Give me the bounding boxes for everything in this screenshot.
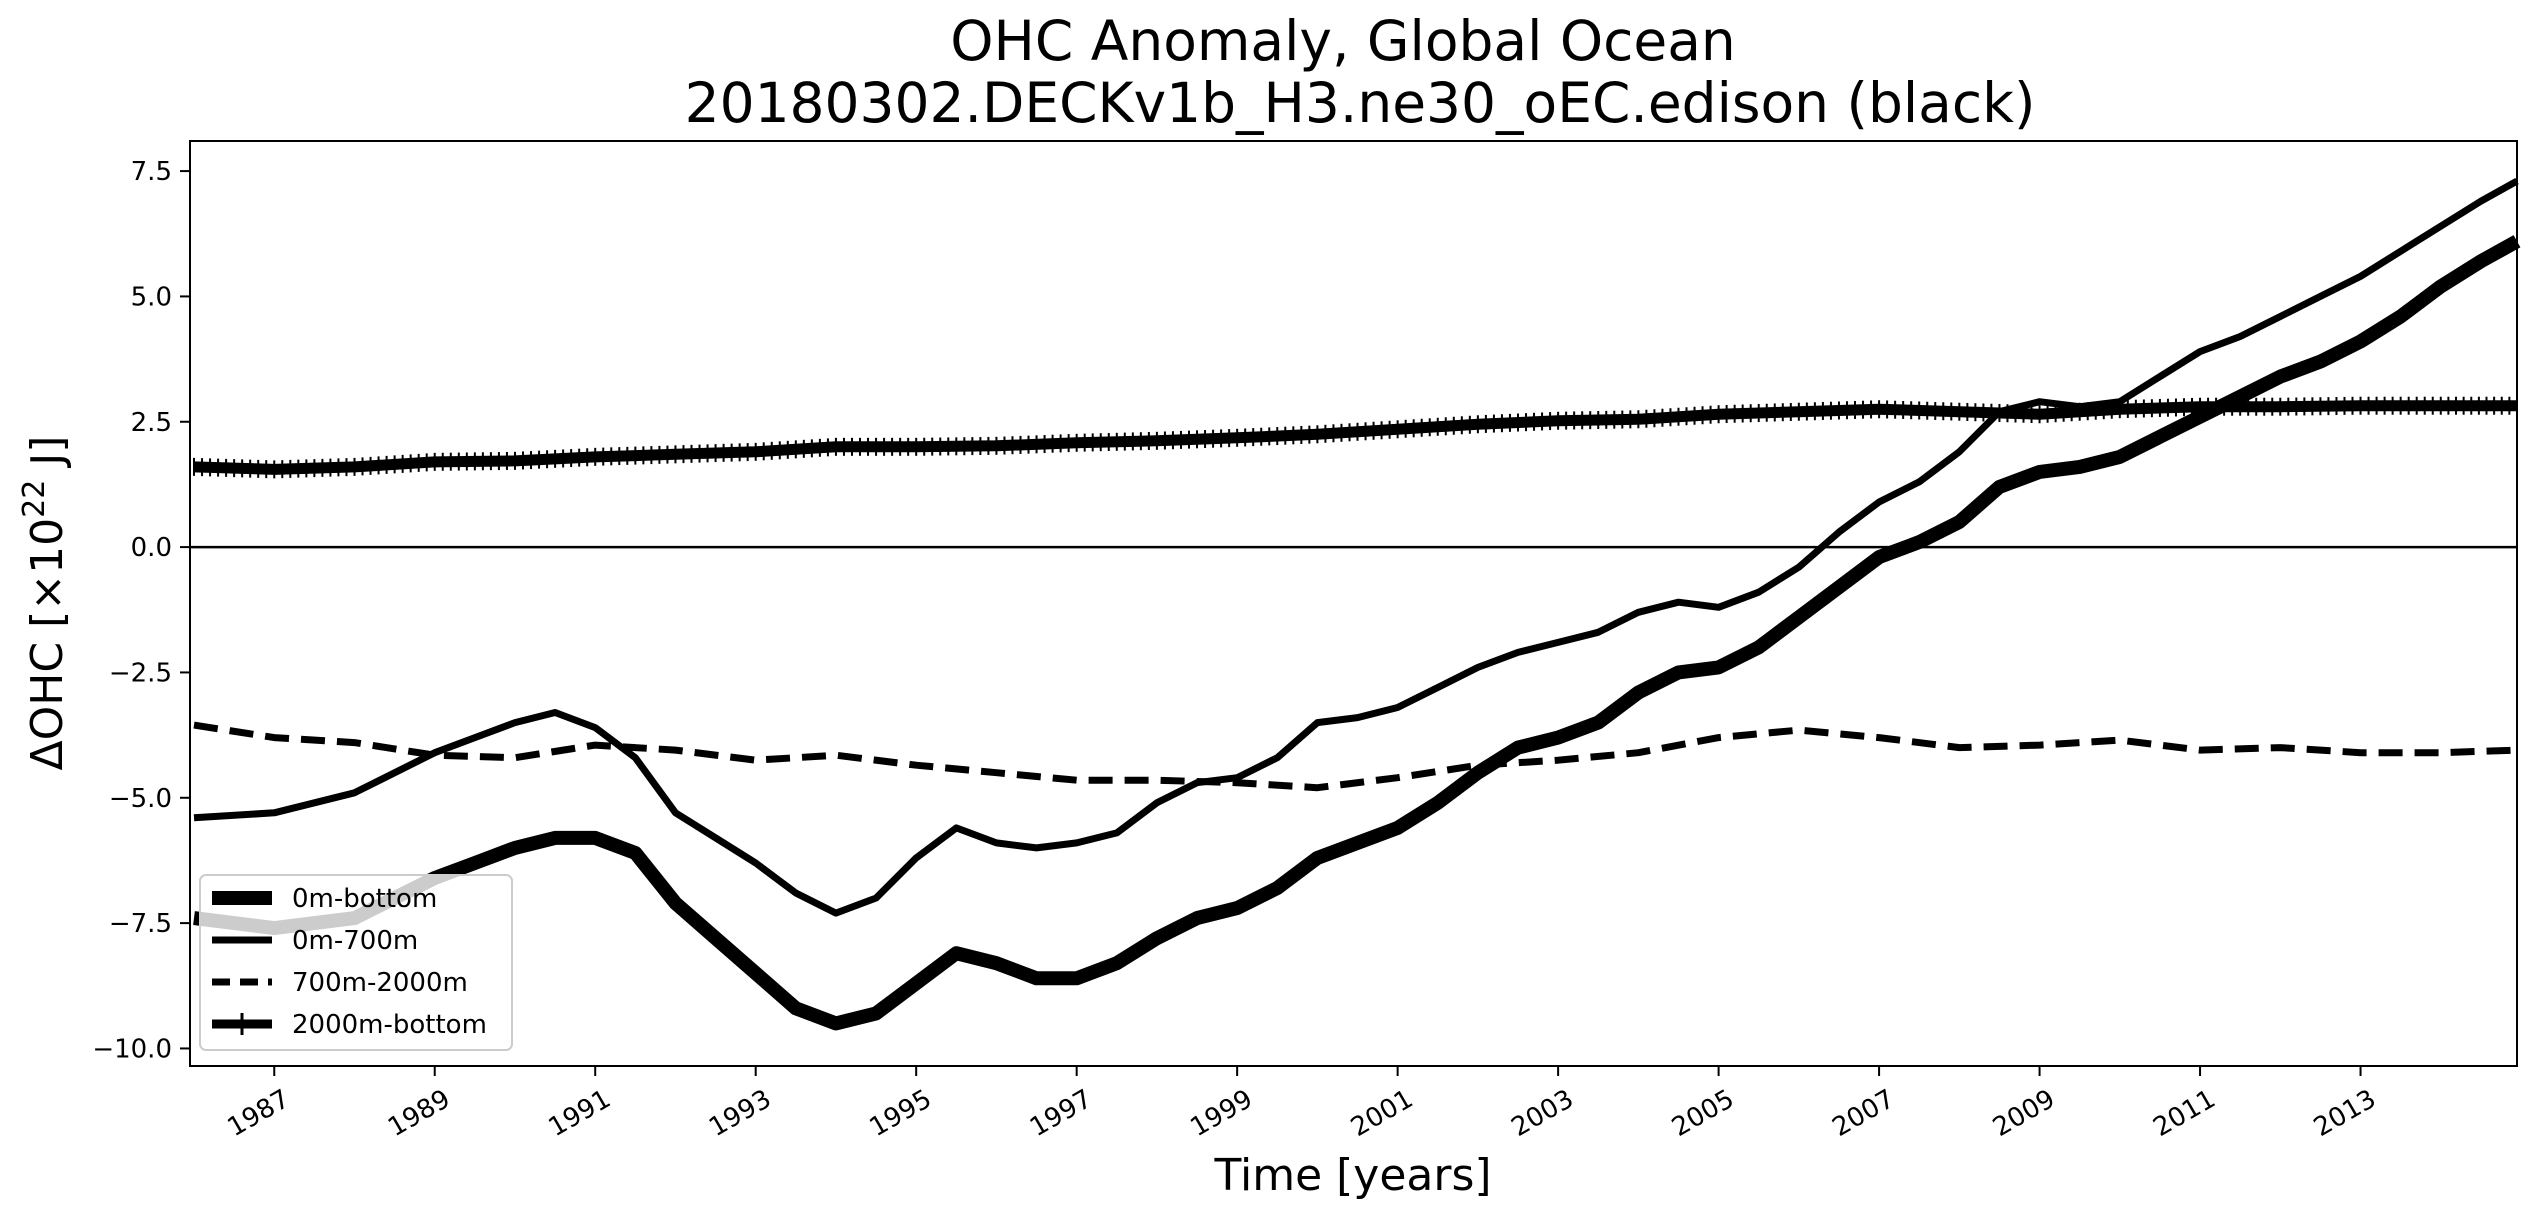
series-line-0m-bottom	[193, 235, 2521, 1031]
x-tick-label: 2009	[1988, 1084, 2060, 1143]
series-line-700m-2000m	[193, 721, 2518, 792]
x-tick-label: 2011	[2148, 1084, 2220, 1143]
plot-area	[190, 141, 2517, 1066]
x-axis-label: Time [years]	[1213, 1150, 1491, 1201]
y-tick-label: 0.0	[131, 533, 172, 563]
x-tick-label: 2013	[2309, 1084, 2381, 1143]
legend-box	[199, 874, 513, 1051]
x-tick-label: 2007	[1827, 1084, 1899, 1143]
y-axis-label-exponent: 22	[17, 480, 52, 518]
series-line-0m-700m	[193, 178, 2519, 917]
legend-label-2000m-bottom: 2000m-bottom	[292, 1010, 487, 1040]
y-tick-label: −10.0	[92, 1034, 172, 1064]
y-tick-label: 7.5	[131, 157, 172, 187]
chart-title: OHC Anomaly, Global Ocean	[950, 9, 1736, 73]
plot-frame	[189, 140, 2518, 1067]
y-axis-label-prefix: ΔOHC [×10	[22, 518, 73, 771]
y-tick-label: −5.0	[109, 784, 172, 814]
x-tick-label: 2001	[1346, 1084, 1418, 1143]
x-tick-label: 1999	[1186, 1084, 1258, 1143]
y-tick-label: 5.0	[131, 282, 172, 312]
y-axis-label: ΔOHC [×1022 J]	[17, 436, 73, 771]
legend: 0m-bottom 0m-700m 700m-2000m 2000m-botto…	[199, 874, 513, 1051]
x-tick-label: 1987	[223, 1084, 295, 1143]
x-tick-label: 1989	[383, 1084, 455, 1143]
chart-subtitle: 20180302.DECKv1b_H3.ne30_oEC.edison (bla…	[685, 71, 2036, 135]
y-tick-label: 2.5	[131, 408, 172, 438]
x-tick-label: 2003	[1507, 1084, 1579, 1143]
legend-label-0m-bottom: 0m-bottom	[292, 884, 437, 914]
x-tick-label: 1991	[544, 1084, 616, 1143]
x-tick-label: 1993	[704, 1084, 776, 1143]
x-tick-label: 1995	[865, 1084, 937, 1143]
y-tick-label: −7.5	[109, 909, 172, 939]
legend-label-700m-2000m: 700m-2000m	[292, 968, 468, 998]
y-axis-label-suffix: J]	[22, 436, 73, 480]
x-tick-label: 1997	[1025, 1084, 1097, 1143]
y-tick-label: −2.5	[109, 658, 172, 688]
x-tick-label: 2005	[1667, 1084, 1739, 1143]
legend-label-0m-700m: 0m-700m	[292, 926, 418, 956]
